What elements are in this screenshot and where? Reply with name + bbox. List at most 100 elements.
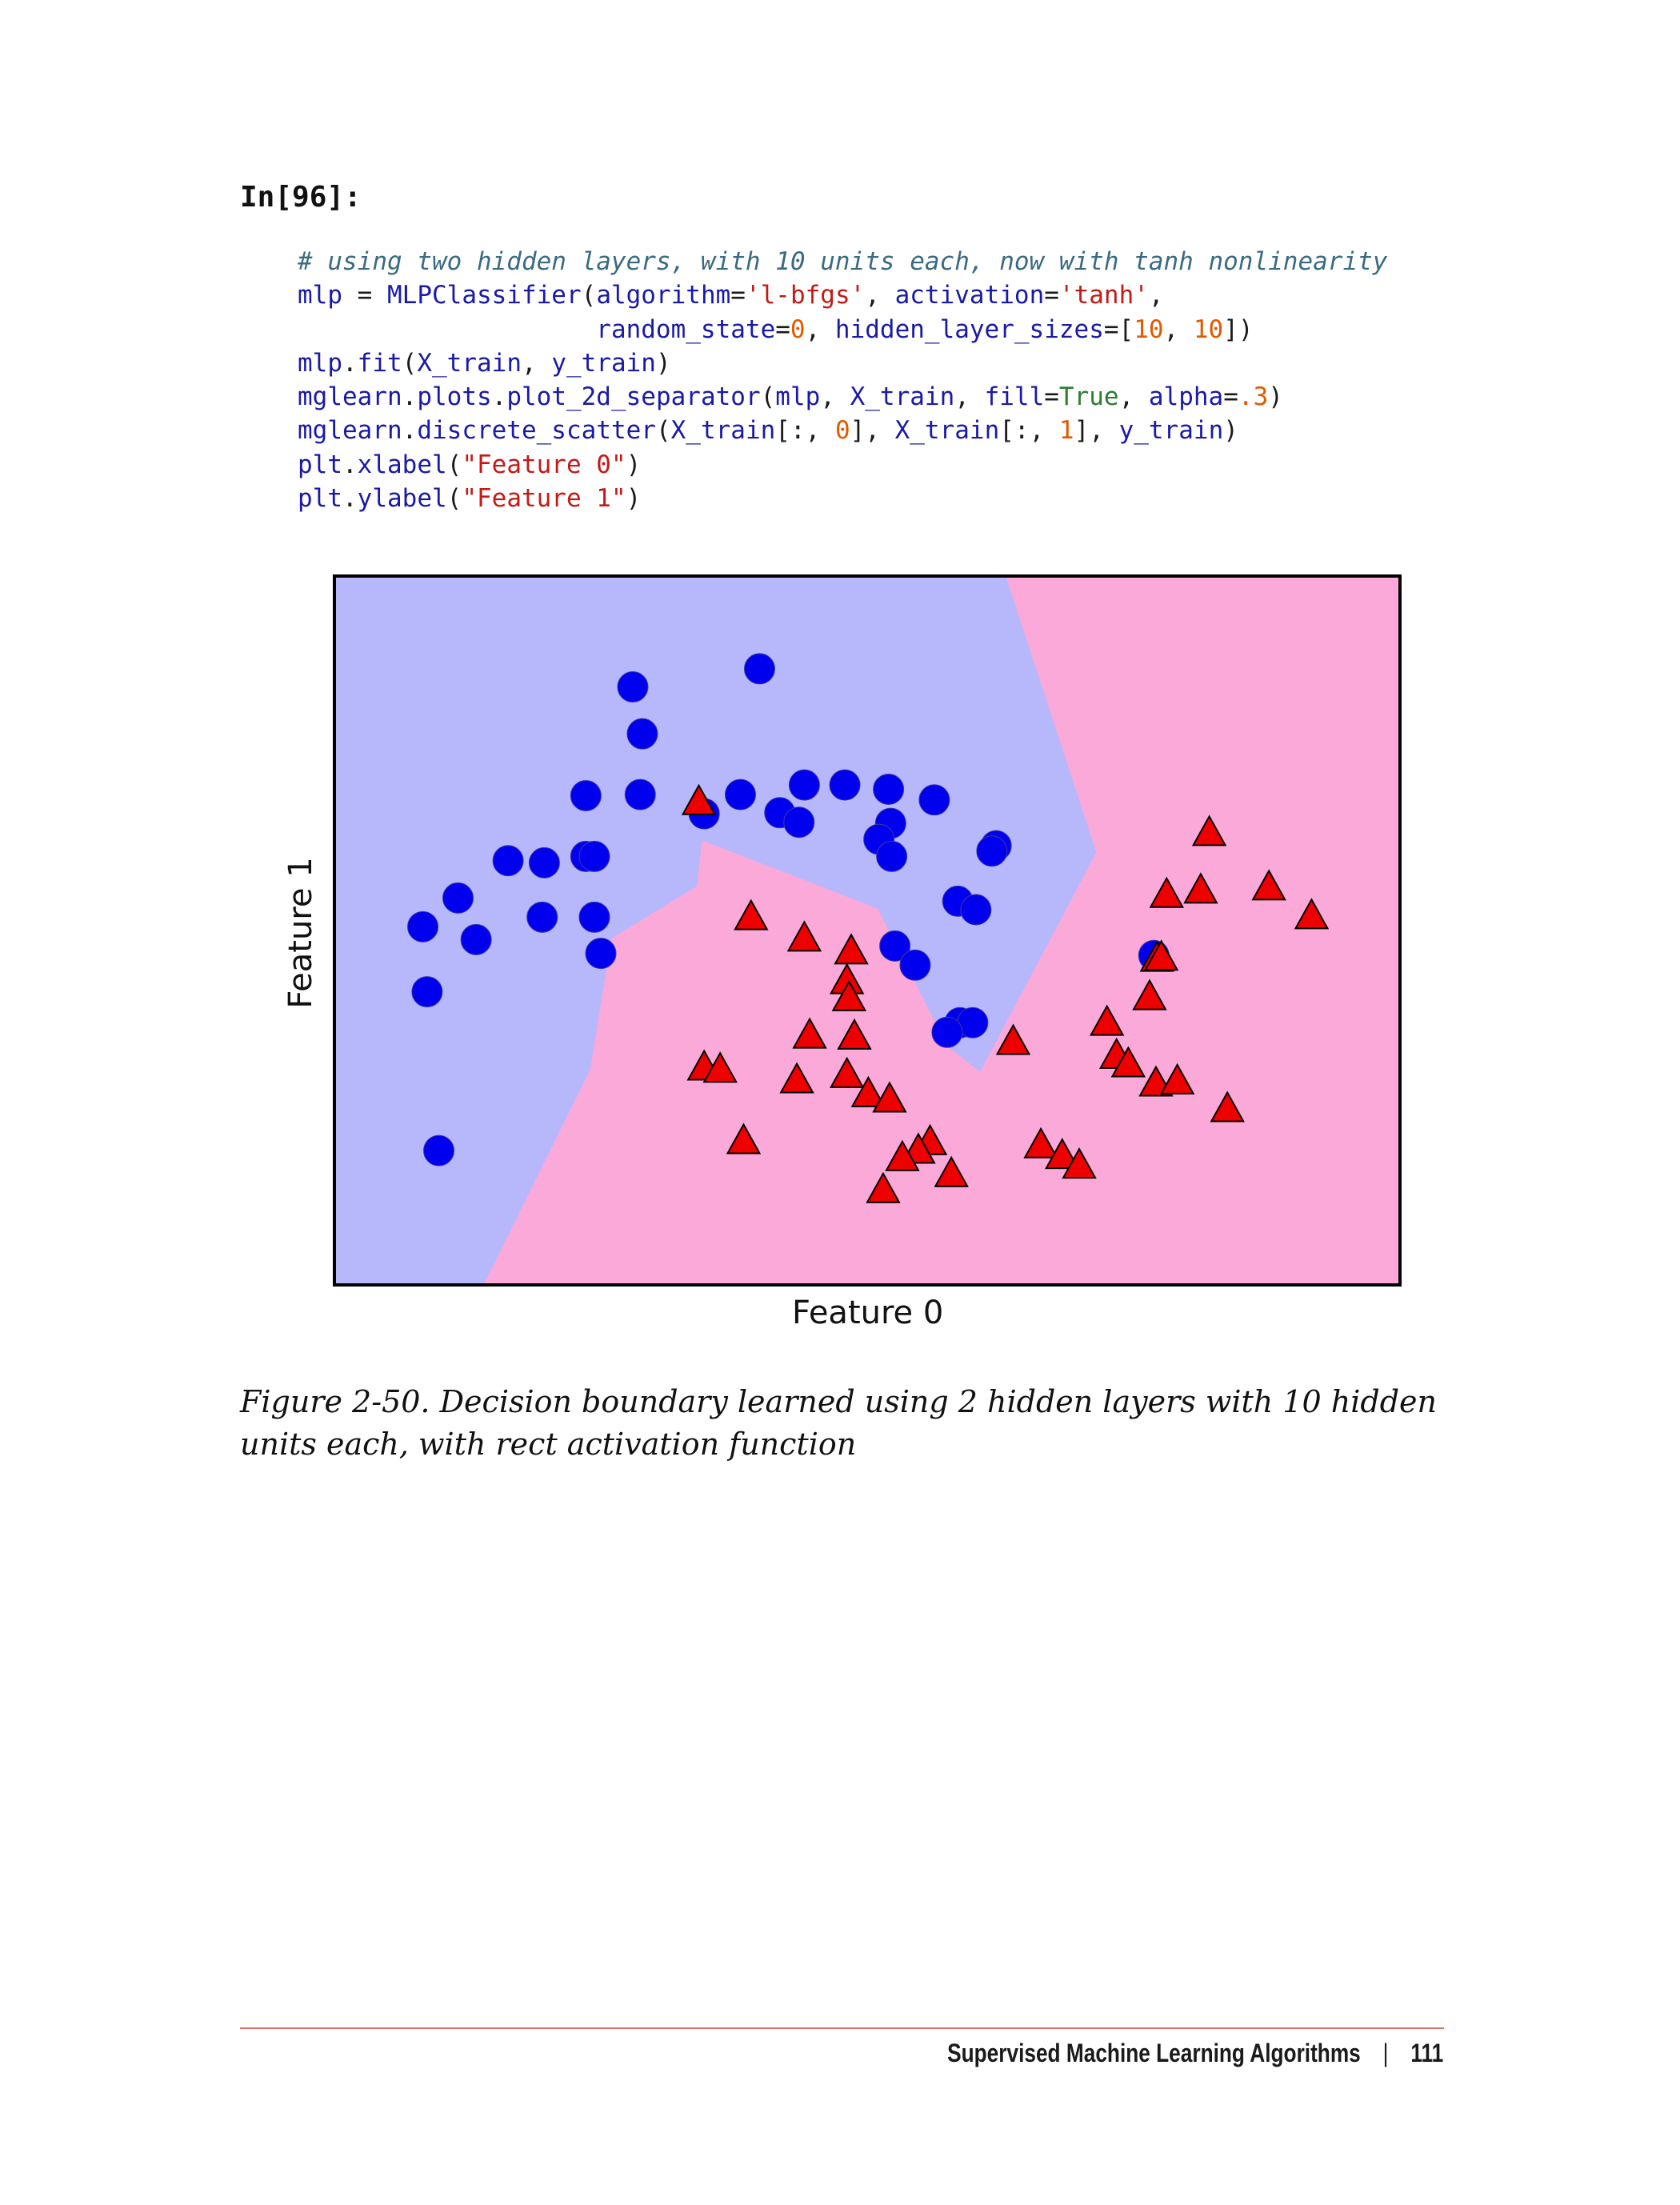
code-token: ) <box>626 484 642 514</box>
decision-boundary-chart <box>333 574 1402 1287</box>
code-token: , <box>820 382 850 412</box>
code-token: plot_2d_separator <box>506 382 761 412</box>
figure-caption: Figure 2-50. Decision boundary learned u… <box>240 1384 1437 1462</box>
code-token: , <box>1148 281 1164 310</box>
class-1-point <box>792 1017 827 1049</box>
code-token: = <box>1223 382 1238 412</box>
code-token: . <box>491 382 507 412</box>
code-token: MLPClassifier <box>387 281 582 310</box>
class-0-point <box>918 784 950 816</box>
class-0-point <box>617 671 649 703</box>
code-token: ( <box>655 416 671 446</box>
class-0-point <box>526 901 558 933</box>
class-1-point <box>850 1075 886 1107</box>
code-token: "Feature 1" <box>462 484 626 514</box>
class-0-point <box>879 930 911 962</box>
code-token: ) <box>1223 416 1238 446</box>
class-1-point <box>779 1062 814 1094</box>
code-token: .3 <box>1238 382 1269 412</box>
class-1-point <box>1294 898 1330 930</box>
class-0-point <box>788 769 820 801</box>
class-0-point <box>724 778 756 810</box>
code-token: activation <box>894 281 1045 310</box>
class-1-point <box>1090 1004 1125 1036</box>
code-token: = <box>1044 281 1059 310</box>
class-0-point <box>442 882 474 914</box>
code-token: y_train <box>1118 416 1224 446</box>
class-1-point <box>1251 869 1286 901</box>
class-1-point <box>1149 876 1184 908</box>
class-1-point <box>1210 1090 1245 1123</box>
code-token: 0 <box>790 314 806 344</box>
code-token: , <box>1163 314 1194 344</box>
class-1-point <box>1132 978 1167 1010</box>
class-1-point <box>995 1023 1031 1055</box>
class-0-point <box>578 840 610 872</box>
code-token: True <box>1058 382 1119 412</box>
class-0-point <box>624 778 656 810</box>
code-token: 0 <box>834 416 850 446</box>
code-block: # using two hidden layers, with 10 units… <box>298 245 1387 515</box>
code-token: ], <box>850 416 895 446</box>
code-token: ( <box>760 382 776 412</box>
code-token: # using two hidden layers, with 10 units… <box>298 247 1388 276</box>
class-1-region <box>483 576 1400 1285</box>
code-token: X_train <box>850 382 955 412</box>
class-0-point <box>626 718 658 750</box>
code-token: , <box>805 314 835 344</box>
code-token: y_train <box>551 348 656 378</box>
class-0-point <box>829 769 861 801</box>
class-0-point <box>423 1135 455 1167</box>
class-1-point <box>934 1155 969 1187</box>
code-token: mglearn <box>298 382 402 412</box>
code-line: # using two hidden layers, with 10 units… <box>298 245 1387 278</box>
code-token: random_state <box>596 314 776 344</box>
code-line: random_state=0, hidden_layer_sizes=[10, … <box>298 313 1387 346</box>
class-1-point <box>872 1081 907 1113</box>
class-0-point <box>585 938 617 970</box>
plot-frame <box>333 574 1402 1287</box>
code-token: . <box>342 450 358 479</box>
code-token: ( <box>446 484 462 514</box>
code-token: =[ <box>1103 314 1134 344</box>
code-token: fit <box>357 348 402 378</box>
code-token: "Feature 0" <box>462 450 626 479</box>
code-line: mglearn.discrete_scatter(X_train[:, 0], … <box>298 414 1387 447</box>
code-token: mlp <box>775 382 821 412</box>
cell-prompt: In[96]: <box>240 181 362 214</box>
class-1-point <box>834 933 869 965</box>
code-token: 10 <box>1193 314 1224 344</box>
class-1-point <box>702 1051 738 1083</box>
code-token: 'tanh' <box>1058 281 1149 310</box>
y-axis-label: Feature 1 <box>282 857 319 1009</box>
code-token: [:, <box>775 416 835 446</box>
code-token: mglearn <box>298 416 402 446</box>
code-token: ) <box>655 348 671 378</box>
class-0-point <box>976 835 1008 867</box>
class-1-point <box>1183 872 1218 904</box>
code-line: mglearn.plots.plot_2d_separator(mlp, X_t… <box>298 380 1387 414</box>
code-line: mlp.fit(X_train, y_train) <box>298 346 1387 380</box>
code-token: = <box>1044 382 1059 412</box>
class-1-point <box>1143 939 1179 971</box>
footer-rule <box>240 2027 1444 2029</box>
class-1-point <box>681 783 717 815</box>
code-token: 1 <box>1058 416 1074 446</box>
class-0-point <box>743 653 775 685</box>
class-1-point <box>885 1139 920 1171</box>
class-1-point <box>829 1056 865 1088</box>
code-token: 'l-bfgs' <box>745 281 866 310</box>
footer-separator: | <box>1382 2039 1389 2067</box>
page-footer: Supervised Machine Learning Algorithms |… <box>947 2039 1443 2068</box>
code-token: ( <box>402 348 418 378</box>
class-0-point <box>528 846 560 878</box>
code-token: plt <box>298 450 342 479</box>
class-1-point <box>786 920 822 952</box>
code-token: 10 <box>1134 314 1164 344</box>
code-token: plots <box>417 382 492 412</box>
code-token: ( <box>446 450 462 479</box>
code-token: X_train <box>894 416 1000 446</box>
code-token: . <box>342 484 358 514</box>
class-0-point <box>873 773 905 805</box>
class-1-point <box>1045 1138 1080 1170</box>
